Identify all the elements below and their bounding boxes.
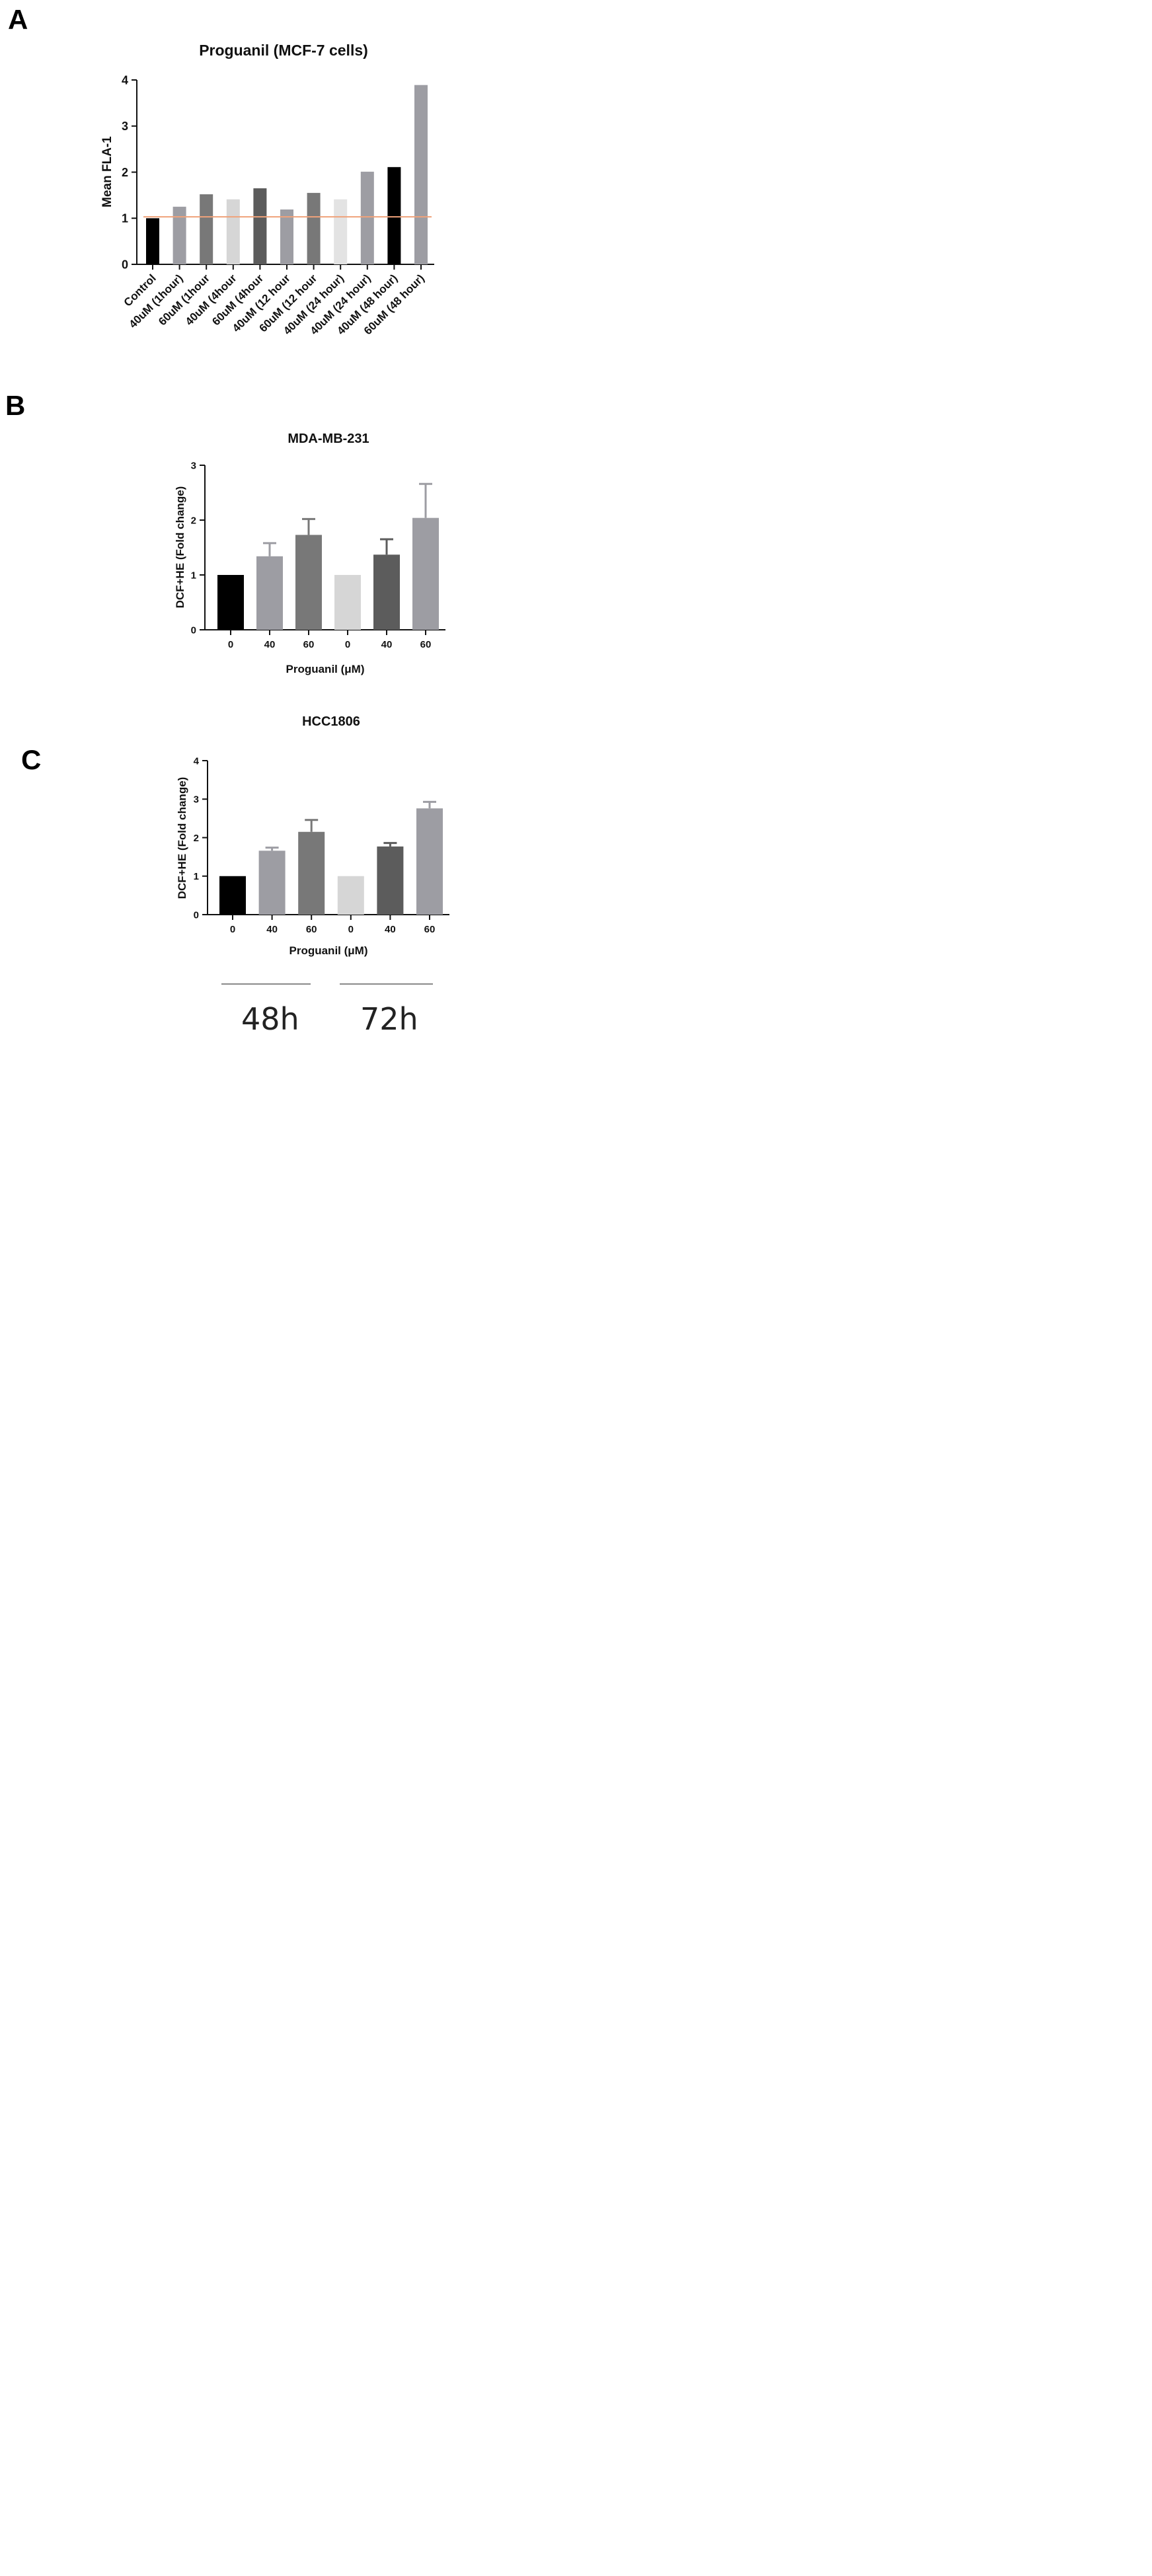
chart-c-bar	[258, 851, 286, 915]
chart-c-category-label: 0	[230, 924, 235, 935]
chart-c-x-label: Proguanil (μM)	[289, 944, 368, 957]
chart-b-category-label: 60	[420, 639, 432, 650]
timeline-bar-48h	[221, 983, 311, 985]
chart-b-x-label: Proguanil (μM)	[286, 663, 365, 675]
chart-b-bar	[256, 556, 283, 630]
chart-a-ytick-label: 2	[122, 166, 128, 179]
chart-a-title: Proguanil (MCF-7 cells)	[199, 42, 368, 59]
chart-c-y-label: DCF+HE (Fold change)	[176, 777, 188, 899]
chart-c-ytick-label: 2	[194, 833, 199, 844]
chart-b-category-label: 0	[345, 639, 350, 650]
chart-b-y-label: DCF+HE (Fold change)	[174, 486, 186, 609]
chart-b-ytick-label: 0	[191, 625, 196, 636]
panel-label-c: C	[21, 744, 42, 775]
chart-a-ytick-label: 0	[122, 258, 128, 271]
chart-b-category-label: 40	[381, 639, 393, 650]
chart-a-bar	[334, 199, 348, 264]
chart-c-bar	[377, 846, 404, 915]
chart-a-bar	[307, 192, 321, 264]
chart-b-category-label: 0	[228, 639, 233, 650]
chart-a-y-label: Mean FLA-1	[100, 136, 114, 208]
chart-a-bar	[200, 194, 213, 264]
chart-b-title: MDA-MB-231	[288, 432, 369, 446]
chart-c-bar	[298, 831, 325, 915]
chart-c-category-label: 60	[306, 924, 317, 935]
chart-b-bar	[412, 517, 439, 630]
chart-b-ytick-label: 3	[191, 460, 196, 471]
chart-a-bar	[253, 188, 267, 264]
chart-b-bar	[295, 535, 322, 630]
chart-c-ytick-label: 4	[194, 755, 200, 767]
chart-a-ytick-label: 1	[122, 212, 128, 225]
chart-a-bar	[226, 199, 240, 264]
chart-a-bar	[414, 85, 428, 265]
time-label-72h: 72h	[360, 1001, 418, 1037]
chart-c-category-label: 40	[266, 924, 278, 935]
chart-a-ytick-label: 4	[122, 73, 128, 87]
chart-a-bar	[173, 206, 186, 264]
chart-b-ytick-label: 2	[191, 515, 196, 526]
chart-a-ytick-label: 3	[122, 120, 128, 133]
chart-b-bar	[373, 554, 400, 630]
chart-b-ytick-label: 1	[191, 570, 196, 581]
chart-c-category-label: 60	[424, 924, 436, 935]
chart-c-bar	[337, 876, 364, 915]
chart-b-category-label: 40	[264, 639, 276, 650]
chart-a-bar	[360, 171, 374, 264]
chart-c-category-label: 0	[348, 924, 354, 935]
chart-c-ytick-label: 1	[194, 871, 199, 882]
chart-b-bar	[217, 575, 244, 630]
chart-b-bar	[334, 575, 361, 630]
chart-c-bar	[219, 876, 246, 915]
chart-a-bar	[280, 209, 293, 264]
chart-c-ytick-label: 3	[194, 794, 199, 806]
chart-c-title: HCC1806	[302, 714, 360, 729]
chart-c-ytick-label: 0	[194, 909, 199, 921]
chart-b-category-label: 60	[303, 639, 315, 650]
time-label-48h: 48h	[241, 1001, 299, 1037]
chart-c-bar	[416, 808, 443, 915]
panel-label-b: B	[5, 390, 26, 421]
timeline-bar-72h	[340, 983, 433, 985]
chart-a-bar	[387, 167, 401, 264]
chart-a-bar	[146, 218, 159, 264]
panel-label-a: A	[8, 4, 28, 35]
chart-c-category-label: 40	[385, 924, 396, 935]
